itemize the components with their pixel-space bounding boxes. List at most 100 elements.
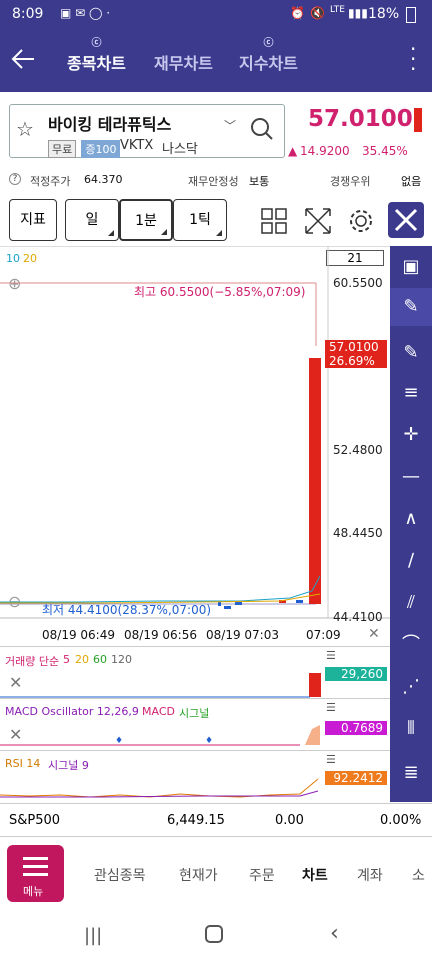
pane-menu-icon[interactable]: ☰ [326,753,336,766]
y-tick-high: 60.5500 [333,276,383,290]
chart-top-divider [0,246,390,247]
svg-text:♦: ♦ [205,736,213,746]
volume-bar-last [309,673,321,697]
macd-svg: ♦ ♦ [0,725,320,746]
menu-label: 메뉴 [23,885,44,898]
alarm-icon: ⏰ [290,6,305,20]
price-tag-pct: 26.69% [329,354,375,368]
fullscreen-icon[interactable] [304,207,332,235]
x-tick-4: 07:09 [306,628,341,642]
macd-signal-label: 시그널 [179,707,210,720]
nav-watchlist[interactable]: 관심종목 [94,868,146,884]
vertical-lines-icon[interactable]: ⦀ [407,718,415,739]
macd-line-label: MACD [142,705,175,718]
hamburger-icon-line [23,865,48,868]
index-ticker-bar[interactable]: S&P500 6,449.15 0.00 0.00% [0,803,432,837]
low-label: 최저 44.4100(28.37%,07:00) [42,603,212,617]
y-tick-low: 44.4100 [333,610,383,624]
channel-icon[interactable]: ⫽ [406,592,416,613]
rsi-signal-label: 시그널 9 [48,759,89,772]
tab-financial-chart[interactable]: 재무차트 [154,50,213,74]
high-label: 최고 60.5500(−5.85%,07:09) [134,285,306,299]
period-tick-button[interactable]: 1틱 [173,199,227,241]
network-label: LTE [330,5,345,15]
pane-menu-icon[interactable]: ☰ [326,649,336,662]
stock-market: 나스닥 [162,142,198,157]
more-vert-icon[interactable]: · · · [410,37,417,81]
ma-legend-20: 20 [23,252,37,265]
stock-tags: 무료 증100 [48,138,121,158]
corner-triangle-icon [161,229,167,235]
nav-more[interactable]: 소 [412,868,425,884]
recent-apps-icon[interactable]: ||| [84,925,103,946]
macd-value-tag: 0.7689 [325,721,387,735]
menu-button[interactable]: 메뉴 [7,845,64,902]
pane-menu-icon[interactable]: ☰ [326,701,336,714]
volume-ma-120: 120 [111,653,132,666]
back-arrow-icon[interactable] [10,46,36,72]
tab-label: 종목차트 [67,54,126,73]
fair-price-value: 64.370 [84,173,123,186]
settings-gear-icon[interactable] [348,208,374,234]
tab-stock-chart[interactable]: ⓒ 종목차트 [67,38,126,74]
drawing-tool-column: ▣ ✎ ✎ ≡ ✛ — ∧ ∕ ⫽ ⌒ ⋰ ⦀ ≣ [390,246,432,802]
back-icon[interactable]: ‹ [330,921,339,946]
ma10-line [0,575,321,603]
save-icon[interactable]: ▣ [402,256,420,277]
index-change: 0.00 [275,813,304,828]
nav-account[interactable]: 계좌 [357,868,383,884]
volume-svg [0,673,321,698]
levels-icon[interactable]: ≣ [403,762,419,783]
chevron-down-icon[interactable]: ﹀ [224,119,237,133]
y-tick-2: 52.4800 [333,443,383,457]
close-pane-icon[interactable]: ✕ [9,725,23,744]
period-minute-button[interactable]: 1분 [119,199,173,241]
drawing-tools-button[interactable] [388,202,424,238]
small-candle-5 [296,600,303,603]
tick-label: 1틱 [189,212,211,228]
home-icon[interactable] [205,925,223,943]
arc-icon[interactable]: ⌒ [402,634,420,655]
favorite-star-icon[interactable]: ☆ [16,117,34,141]
period-day-button[interactable]: 일 [65,199,119,241]
competitive-value: 없음 [401,175,422,188]
last-candle [309,358,321,604]
nav-chart[interactable]: 차트 [302,868,328,884]
crosshair-icon[interactable]: ✛ [403,424,419,445]
eraser-icon[interactable]: ✎ [390,288,432,326]
fin-stability-value: 보통 [249,175,270,188]
price-chart[interactable]: 10 20 ⊕ ⊖ 21 최고 60.5500(−5.85%,07:09) 최저… [0,246,390,802]
stock-selector[interactable]: ☆ 바이킹 테라퓨틱스 ﹀ 무료 증100 VKTX 나스닥 [9,104,285,158]
fibonacci-icon[interactable]: ≡ [403,382,419,403]
tab-badge-icon: ⓒ [263,38,274,49]
search-icon[interactable] [250,117,274,141]
indicator-button[interactable]: 지표 [9,199,57,241]
close-pane-icon[interactable]: ✕ [9,673,23,692]
fan-icon[interactable]: ⋰ [402,676,420,697]
nav-order[interactable]: 주문 [249,868,275,884]
small-candle-2 [224,606,231,609]
candle-count-box[interactable]: 21 [326,250,384,266]
trendline-icon[interactable]: ∕ [407,550,415,571]
day-label: 일 [85,212,99,228]
line-icon[interactable]: ∧ [404,508,418,529]
nav-current-price[interactable]: 현재가 [179,868,218,884]
indicator-label: 지표 [20,212,46,228]
grid-layout-icon[interactable] [261,208,287,234]
stock-ticker: VKTX [120,138,154,153]
tab-badge-icon: ⓒ [91,38,102,49]
y-tick-3: 48.4450 [333,526,383,540]
bottom-nav: 메뉴 관심종목 현재가 주문 차트 계좌 소 [0,837,432,911]
reset-zoom-icon[interactable]: ✕ [368,626,380,642]
horizontal-line-icon[interactable]: — [402,466,420,487]
corner-triangle-icon [108,230,114,236]
minute-label: 1분 [135,213,157,229]
erase-all-icon[interactable]: ✎ [403,342,419,363]
ma20-line [0,593,321,604]
app-header: ⓒ 종목차트 재무차트 ⓒ 지수차트 · · · [0,30,432,92]
ma-legend-10: 10 [6,252,20,265]
help-icon[interactable]: ? [9,173,21,185]
tab-index-chart[interactable]: ⓒ 지수차트 [239,38,298,74]
price-tag-value: 57.0100 [329,340,379,354]
